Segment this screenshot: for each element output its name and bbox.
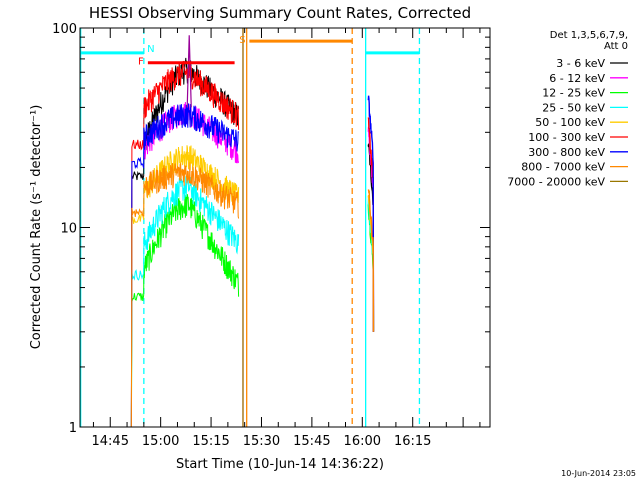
series-post-7 [367,189,375,332]
flag-label-2: N [147,44,154,55]
x-axis-label: Start Time (10-Jun-14 14:36:22) [176,457,384,472]
series-line-7 [130,162,240,427]
y-axis-label: Corrected Count Rate (s⁻¹ detector⁻¹) [29,105,44,350]
y-tick-label: 100 [52,22,77,37]
legend-label: 12 - 25 keV [542,87,605,100]
series-line-4 [130,145,240,427]
x-tick-label: 15:45 [293,434,330,449]
flag-label-0: F [138,57,144,68]
legend-label: 800 - 7000 keV [521,161,605,174]
legend-label: 300 - 800 keV [528,146,605,159]
legend-header: Det 1,3,5,6,7,9, [550,30,628,41]
x-axis: 14:45 15:00 15:15 15:30 15:45 16:00 16:15 [92,28,481,449]
y-tick-label: 10 [60,222,77,237]
legend-label: 3 - 6 keV [556,57,605,70]
x-tick-label: 15:15 [192,434,229,449]
x-tick-label: 15:00 [142,434,179,449]
series-post-6 [367,95,375,332]
legend-label: 25 - 50 keV [542,101,605,114]
x-tick-label: 14:45 [92,434,129,449]
x-tick-label: 16:15 [394,434,431,449]
y-axis: 1 10 100 [52,22,490,436]
flare-spike [186,35,192,108]
legend-label: 100 - 300 keV [528,131,605,144]
plot-content [80,28,421,427]
legend-label: 7000 - 20000 keV [507,175,605,188]
series-line-2 [130,194,240,427]
plot-area: F S N [80,28,421,427]
footer-timestamp: 10-Jun-2014 23:05 [561,469,636,478]
legend-header: Att 0 [604,41,628,52]
legend-label: 6 - 12 keV [549,72,605,85]
legend-label: 50 - 100 keV [535,116,605,129]
chart-title: HESSI Observing Summary Count Rates, Cor… [89,4,471,22]
series-line-6 [130,103,240,427]
legend: Det 1,3,5,6,7,9,Att 0 3 - 6 keV 6 - 12 keV… [507,30,628,188]
y-tick-label: 1 [69,421,77,436]
x-tick-label: 15:30 [243,434,280,449]
flag-label-1: S [239,35,245,46]
x-tick-label: 16:00 [344,434,381,449]
